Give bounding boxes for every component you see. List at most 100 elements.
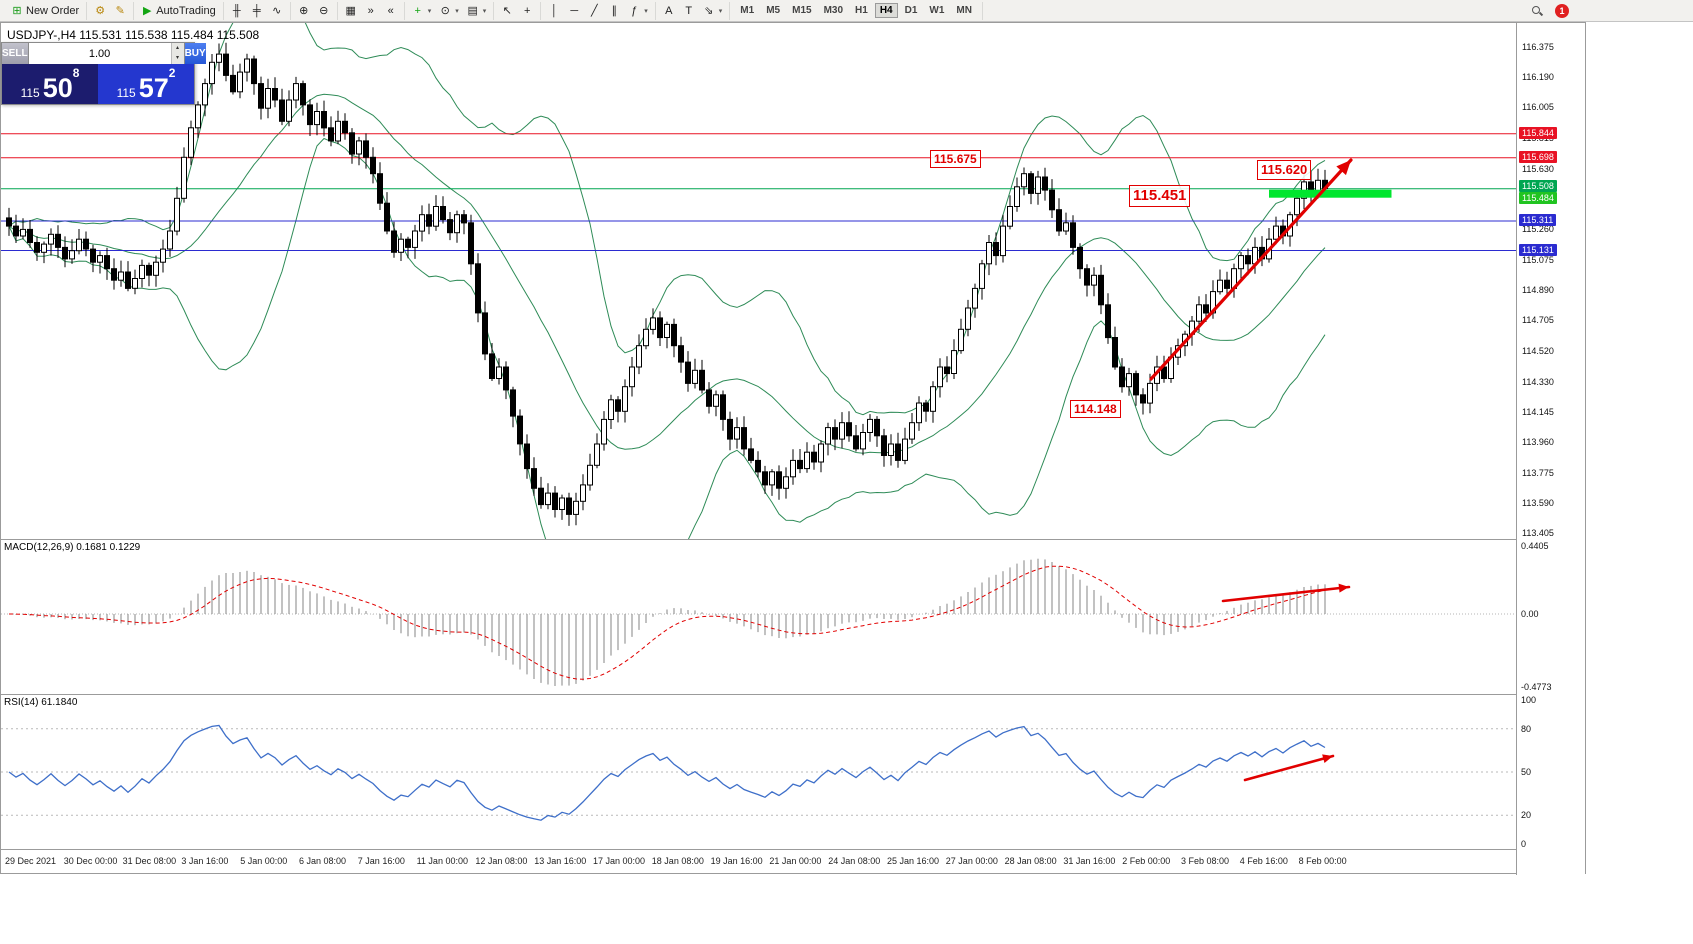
price-scale[interactable]: 116.375116.190116.005115.815115.630115.4… xyxy=(1516,23,1585,875)
price-tick: 114.520 xyxy=(1522,345,1554,356)
chart-shift-button[interactable]: « xyxy=(381,2,401,20)
volume-up-button[interactable]: ▴ xyxy=(171,43,184,54)
chart-symbol-header: USDJPY-,H4 115.531 115.538 115.484 115.5… xyxy=(7,28,260,42)
dropdown-caret-icon: ▾ xyxy=(644,7,648,15)
volume-spin-buttons: ▴ ▾ xyxy=(170,43,184,64)
timeframe-d1[interactable]: D1 xyxy=(900,3,923,18)
toolbar-group: ▶ AutoTrading xyxy=(134,1,224,20)
vertical-line-button[interactable]: │ xyxy=(544,2,564,20)
volume-down-button[interactable]: ▾ xyxy=(171,53,184,64)
crosshair-button[interactable]: + xyxy=(517,2,537,20)
sell-price-sup: 8 xyxy=(72,66,80,80)
autotrading-button[interactable]: ▶ AutoTrading xyxy=(137,2,220,20)
indicators-button[interactable]: + ▾ xyxy=(408,2,436,20)
price-tick: 115.075 xyxy=(1522,254,1554,265)
templates-button[interactable]: ▤ ▾ xyxy=(463,2,491,20)
macd-label: MACD(12,26,9) 0.1681 0.1229 xyxy=(4,542,141,553)
search-button[interactable] xyxy=(1527,3,1547,19)
text-icon: A xyxy=(665,4,673,17)
rsi-indicator-panel[interactable] xyxy=(1,695,1516,849)
fibonacci-button[interactable]: ƒ ▾ xyxy=(624,2,652,20)
buy-button[interactable]: BUY xyxy=(183,43,206,64)
cursor-icon: ↖ xyxy=(502,4,512,17)
time-label: 28 Jan 08:00 xyxy=(1004,856,1057,866)
trendline-button[interactable]: ╱ xyxy=(584,2,604,20)
time-label: 29 Dec 2021 xyxy=(5,856,57,866)
zoom-out-icon: ⊖ xyxy=(319,4,329,17)
price-tick: 114.890 xyxy=(1522,285,1554,295)
trade-panel-prices: 115 50 8 115 57 2 xyxy=(2,64,194,104)
time-label: 25 Jan 16:00 xyxy=(887,856,940,866)
arrows-icon: ⇘ xyxy=(704,4,714,17)
volume-stepper: ▴ ▾ xyxy=(28,43,184,64)
main-toolbar: ⊞ New Order ⚙ ✎ ▶ AutoTrading ╫ ╪ ∿ ⊕ ⊖ ▦» «+ ▾ ⊙ ▾ ▤ ▾ ↖ +… xyxy=(0,0,1693,22)
timeframe-h1[interactable]: H1 xyxy=(850,3,873,18)
text-label-icon: T xyxy=(685,4,693,17)
arrows-button[interactable]: ⇘ ▾ xyxy=(699,2,727,20)
price-badge: 115.311 xyxy=(1519,214,1557,227)
dropdown-caret-icon: ▾ xyxy=(482,7,487,15)
time-label: 30 Dec 00:00 xyxy=(63,856,118,866)
time-label: 17 Jan 00:00 xyxy=(593,856,646,866)
price-badge: 115.698 xyxy=(1519,150,1557,163)
buy-price-display[interactable]: 115 57 2 xyxy=(98,64,194,104)
timeframe-m30[interactable]: M30 xyxy=(819,3,848,18)
scripts-button[interactable]: ✎ xyxy=(110,2,130,20)
buy-price-sup: 2 xyxy=(168,66,176,80)
zoom-out-button[interactable]: ⊖ xyxy=(314,2,334,20)
line-chart-icon: ∿ xyxy=(272,4,282,17)
timeframe-w1[interactable]: W1 xyxy=(924,3,949,18)
volume-input[interactable] xyxy=(28,43,171,64)
macd-indicator-panel[interactable] xyxy=(1,540,1516,694)
price-tick: 115.630 xyxy=(1522,163,1554,174)
time-axis[interactable]: 29 Dec 2021 30 Dec 00:00 31 Dec 08:00 3 Jan… xyxy=(1,850,1516,874)
price-badge: 115.844 xyxy=(1519,126,1557,139)
buy-price-big: 57 xyxy=(138,73,169,104)
sell-price-prefix: 115 xyxy=(20,85,40,100)
expert-advisors-button[interactable]: ⚙ xyxy=(90,2,110,20)
dropdown-caret-icon: ▾ xyxy=(718,7,723,15)
toolbar-group: ⊕ ⊖ xyxy=(291,1,338,20)
templates-icon: ▤ xyxy=(467,4,478,17)
chart-window: USDJPY-,H4 115.531 115.538 115.484 115.5… xyxy=(0,22,1586,875)
periods-button[interactable]: ⊙ ▾ xyxy=(435,2,463,20)
time-label: 18 Jan 08:00 xyxy=(651,856,704,866)
zoom-in-button[interactable]: ⊕ xyxy=(294,2,314,20)
time-label: 19 Jan 16:00 xyxy=(710,856,763,866)
scripts-icon: ✎ xyxy=(115,4,125,17)
tile-windows-button[interactable]: ▦ xyxy=(341,2,361,20)
bar-chart-button[interactable]: ╫ xyxy=(227,2,247,20)
horizontal-line-icon: ─ xyxy=(570,4,579,17)
horizontal-line-button[interactable]: ─ xyxy=(564,2,584,20)
macd-scale-tick: 0.00 xyxy=(1521,609,1539,619)
new-order-button[interactable]: ⊞ New Order xyxy=(7,2,83,20)
text-button[interactable]: A xyxy=(659,2,679,20)
price-badge: 115.508 xyxy=(1519,179,1557,192)
text-label-button[interactable]: T xyxy=(679,2,699,20)
sell-price-display[interactable]: 115 50 8 xyxy=(2,64,98,104)
price-tick: 113.775 xyxy=(1522,467,1554,478)
price-tick: 116.005 xyxy=(1522,102,1554,113)
fibonacci-icon: ƒ xyxy=(631,4,638,17)
time-label: 27 Jan 00:00 xyxy=(945,856,998,866)
rsi-scale-tick: 50 xyxy=(1521,767,1532,777)
timeframe-m15[interactable]: M15 xyxy=(787,3,816,18)
line-chart-button[interactable]: ∿ xyxy=(267,2,287,20)
timeframe-mn[interactable]: MN xyxy=(951,3,977,18)
candlestick-chart-button[interactable]: ╪ xyxy=(247,2,267,20)
sell-button[interactable]: SELL xyxy=(2,43,29,64)
main-price-chart[interactable] xyxy=(1,23,1516,539)
cursor-button[interactable]: ↖ xyxy=(497,2,517,20)
rsi-label: RSI(14) 61.1840 xyxy=(4,697,78,708)
auto-scroll-button[interactable]: » xyxy=(361,2,381,20)
timeframe-m5[interactable]: M5 xyxy=(761,3,785,18)
channel-button[interactable]: ∥ xyxy=(604,2,624,20)
timeframe-m1[interactable]: M1 xyxy=(735,3,759,18)
channel-icon: ∥ xyxy=(611,4,618,17)
time-label: 5 Jan 00:00 xyxy=(240,856,288,866)
notification-badge[interactable]: 1 xyxy=(1555,3,1569,18)
timeframe-h4[interactable]: H4 xyxy=(874,3,898,18)
search-icon xyxy=(1531,5,1543,17)
panel-separator xyxy=(1,694,1585,695)
